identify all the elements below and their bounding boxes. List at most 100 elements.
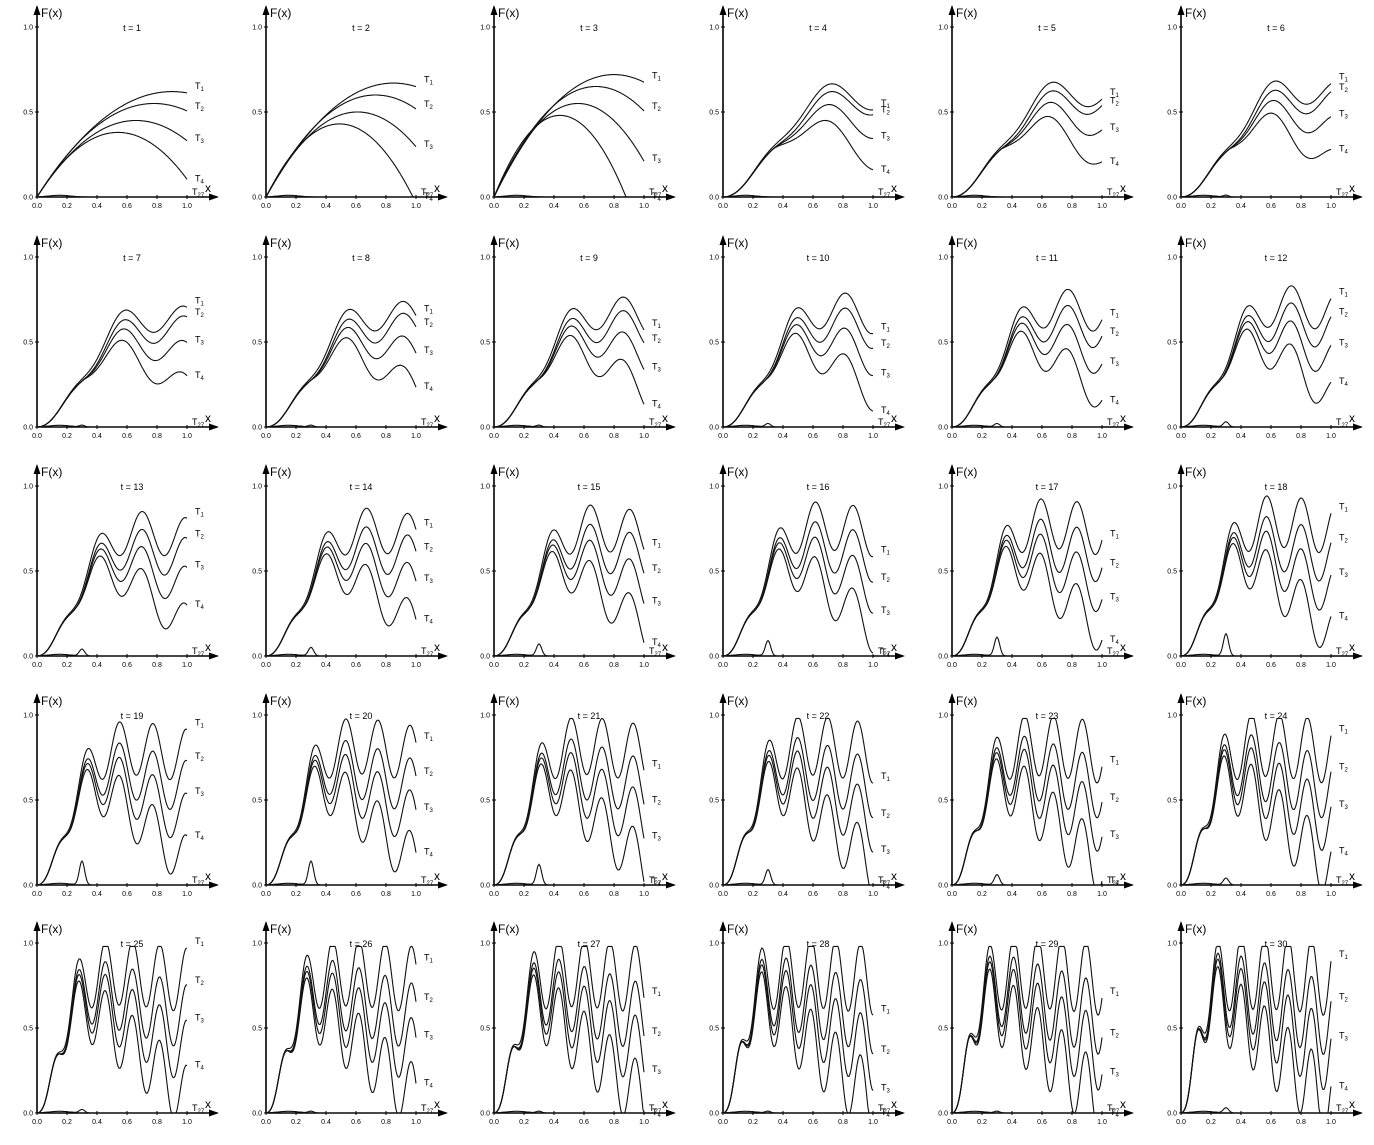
series-label-T3: T3: [1339, 109, 1349, 121]
series-label-T4: T4: [1110, 1107, 1120, 1119]
panel-title: t = 23: [1036, 711, 1059, 721]
x-tick-label: 0.6: [1037, 662, 1047, 669]
x-tick-label: 0.0: [1176, 203, 1186, 210]
series-line-T1: [493, 504, 645, 657]
y-tick-label: 1.0: [709, 941, 719, 948]
series-line-T2: [952, 304, 1103, 428]
x-axis-label: x: [205, 1097, 211, 1111]
series-line-T1: [1180, 495, 1332, 657]
y-axis-label: F(x): [498, 6, 519, 20]
series-label-T2: T2: [1110, 558, 1120, 570]
x-tick-label: 0.0: [947, 891, 957, 898]
series-label-T3: T3: [195, 786, 205, 798]
x-axis-label: x: [662, 869, 668, 883]
x-axis-arrow: [666, 193, 676, 201]
x-tick-label: 1.0: [868, 203, 878, 210]
series-line-T2: [36, 960, 188, 1114]
series-line-T2: [37, 528, 188, 657]
y-tick-label: 1.0: [480, 713, 490, 720]
series-label-T4: T4: [1339, 846, 1349, 858]
x-tick-label: 0.4: [549, 433, 559, 440]
y-tick-label: 0.5: [709, 569, 719, 576]
y-tick-label: 1.0: [480, 255, 490, 262]
panel-t25: F(x) x 0.0 0.5 1.0 0.0 0.2 0.4 0.6 0.8 1.0 t = 25 T1…: [23, 921, 219, 1126]
x-tick-label: 0.8: [1067, 662, 1077, 669]
series-line-T4: [1181, 328, 1332, 428]
x-tick-label: 0.0: [947, 203, 957, 210]
series-line-T4: [951, 545, 1103, 657]
y-tick-label: 0.5: [938, 110, 948, 117]
x-tick-label: 0.0: [718, 662, 728, 669]
x-tick-label: 0.2: [291, 891, 301, 898]
series-line-T2: [266, 312, 417, 428]
series-label-T2: T2: [1339, 82, 1349, 94]
y-axis-arrow: [33, 921, 41, 931]
series-line-T27: [266, 646, 416, 657]
series-line-T27: [723, 194, 873, 198]
panel-title: t = 14: [350, 482, 373, 492]
y-axis-label: F(x): [270, 6, 291, 20]
panel-title: t = 18: [1265, 482, 1288, 492]
x-axis-label: x: [434, 411, 440, 425]
x-tick-label: 1.0: [1326, 662, 1336, 669]
y-tick-label: 0.5: [938, 1026, 948, 1033]
series-label-T2: T2: [881, 572, 891, 584]
panel-title: t = 25: [121, 939, 144, 949]
y-axis-label: F(x): [956, 6, 977, 20]
panel-t15: F(x) x 0.0 0.5 1.0 0.0 0.2 0.4 0.6 0.8 1.0 t = 15 T1…: [480, 464, 676, 669]
x-tick-label: 0.4: [321, 662, 331, 669]
x-tick-label: 0.2: [977, 433, 987, 440]
x-axis-arrow: [895, 423, 905, 431]
x-tick-label: 0.2: [291, 203, 301, 210]
series-line-T3: [1180, 958, 1332, 1114]
x-tick-label: 0.4: [549, 1119, 559, 1126]
series-line-T2: [951, 735, 1103, 886]
series-line-T4: [37, 555, 188, 657]
panel-title: t = 15: [578, 482, 601, 492]
y-axis-arrow: [33, 235, 41, 245]
series-label-T1: T1: [1339, 949, 1349, 961]
y-tick-label: 0.0: [709, 883, 719, 890]
series-line-T4: [723, 119, 874, 198]
x-tick-label: 0.2: [291, 662, 301, 669]
series-line-T3: [265, 111, 417, 198]
x-axis-arrow: [895, 1109, 905, 1117]
series-line-T3: [265, 970, 417, 1114]
x-axis-arrow: [438, 881, 448, 889]
y-axis-label: F(x): [41, 694, 62, 708]
series-label-T4: T4: [424, 381, 434, 393]
series-line-T27: [952, 422, 1102, 428]
y-tick-label: 0.5: [480, 110, 490, 117]
y-tick-label: 0.5: [1167, 569, 1177, 576]
series-line-T27: [37, 424, 187, 428]
x-tick-label: 0.8: [838, 1119, 848, 1126]
series-line-T27: [952, 636, 1102, 657]
x-tick-label: 0.0: [1176, 433, 1186, 440]
x-tick-label: 0.2: [62, 662, 72, 669]
series-label-T3: T3: [881, 131, 891, 143]
series-line-T4: [952, 115, 1103, 198]
y-tick-label: 1.0: [480, 25, 490, 32]
panel-t6: F(x)x0.00.51.00.0 0.2 0.4 0.6 0.8 1.0t = 6T1T…: [1167, 5, 1363, 210]
series-line-T4: [37, 339, 188, 428]
x-tick-label: 0.2: [977, 203, 987, 210]
y-tick-label: 0.5: [480, 340, 490, 347]
x-axis-label: x: [662, 411, 668, 425]
series-line-T2: [493, 958, 645, 1114]
y-axis-arrow: [33, 693, 41, 703]
series-line-T27: [494, 1110, 644, 1114]
series-line-T1: [1180, 717, 1332, 886]
x-axis-arrow: [666, 423, 676, 431]
x-tick-label: 0.0: [718, 1119, 728, 1126]
x-tick-label: 1.0: [639, 891, 649, 898]
x-tick-label: 0.6: [1266, 433, 1276, 440]
x-tick-label: 0.8: [1296, 1119, 1306, 1126]
panel-title: t = 7: [123, 253, 141, 263]
y-tick-label: 1.0: [252, 255, 262, 262]
x-tick-label: 0.4: [1007, 1119, 1017, 1126]
panel-t21: F(x) x 0.0 0.5 1.0 0.0 0.2 0.4 0.6 0.8 1.0 t = 21 T1…: [480, 693, 676, 898]
x-tick-label: 0.2: [62, 203, 72, 210]
y-axis-arrow: [948, 235, 956, 245]
x-tick-label: 0.8: [381, 433, 391, 440]
